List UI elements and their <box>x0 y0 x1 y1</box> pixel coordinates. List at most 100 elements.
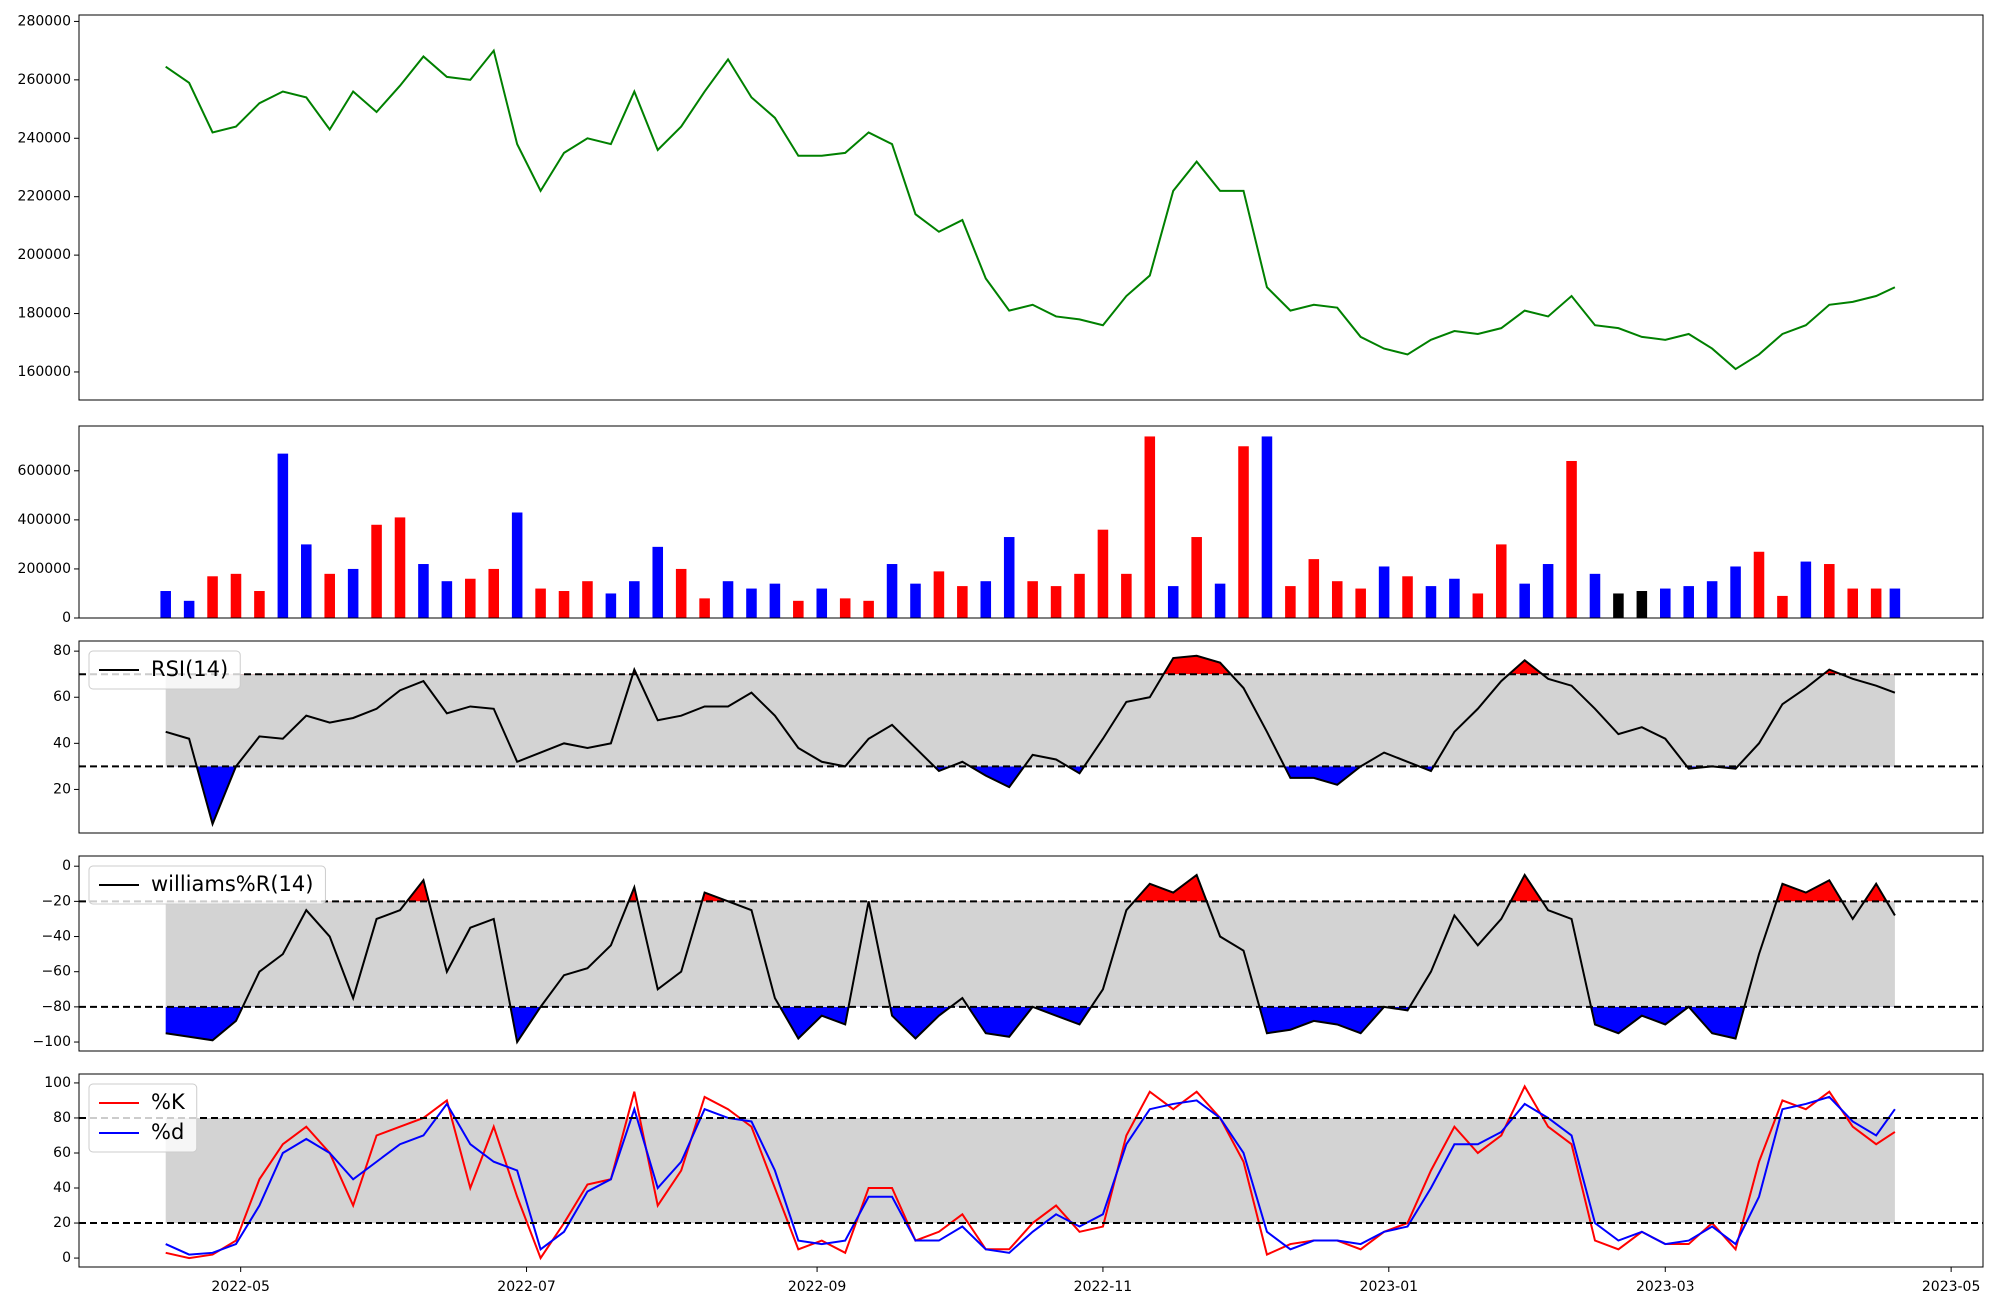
bar <box>1589 573 1601 618</box>
bar <box>1777 595 1788 618</box>
bar <box>722 581 734 618</box>
bar <box>1097 529 1109 618</box>
bar <box>535 588 546 618</box>
bar <box>465 578 476 618</box>
threshold-band <box>165 1117 1895 1224</box>
bar <box>558 591 570 618</box>
y-tick-label: 0 <box>62 858 71 874</box>
bar <box>1121 573 1132 618</box>
bar <box>793 600 804 618</box>
bar <box>1495 544 1507 618</box>
bar <box>371 524 382 618</box>
panel-frame <box>78 640 1984 834</box>
bar <box>746 588 757 618</box>
bar <box>839 598 851 618</box>
panel: −100 −80 −60 −40 −20 0 williams%R(14) <box>33 855 1984 1052</box>
bar <box>699 598 710 618</box>
bar <box>183 600 195 618</box>
y-tick-label: −20 <box>41 893 71 909</box>
bar <box>1542 564 1554 618</box>
bar <box>980 581 992 618</box>
bar <box>511 512 523 618</box>
panel: 0 200000 400000 600000 <box>18 425 1984 626</box>
bar <box>1402 576 1413 618</box>
bar <box>1261 436 1273 618</box>
bar <box>441 581 453 618</box>
bar <box>652 546 664 618</box>
bar <box>1214 583 1226 618</box>
y-tick-label: 40 <box>53 1180 71 1196</box>
x-tick-label: 2023-03 <box>1636 1279 1695 1295</box>
y-tick-label: 60 <box>53 1145 71 1161</box>
y-tick-label: 0 <box>62 1250 71 1266</box>
bar <box>1566 460 1577 618</box>
bar <box>1285 586 1296 618</box>
bar <box>394 517 406 618</box>
legend-label: williams%R(14) <box>151 872 313 896</box>
series-line <box>165 48 1896 371</box>
y-tick-label: −60 <box>41 964 71 980</box>
legend-box <box>88 865 326 905</box>
bar <box>1331 581 1343 618</box>
bar <box>207 576 218 618</box>
bar <box>675 568 687 618</box>
panel-frame <box>78 1073 1984 1268</box>
bar <box>1378 566 1390 618</box>
bar <box>910 583 921 618</box>
bar <box>957 586 968 618</box>
bar <box>1449 578 1460 618</box>
y-tick-label: −40 <box>41 929 71 945</box>
panel: 160000 180000 200000 220000 240000 260000 2800… <box>18 13 1984 401</box>
bar <box>1003 537 1015 618</box>
legend-label: RSI(14) <box>151 657 228 681</box>
series-line <box>165 1084 1896 1261</box>
x-tick-label: 2023-05 <box>1922 1279 1981 1295</box>
bar <box>1636 591 1648 618</box>
series-line <box>165 873 1896 1045</box>
bar <box>347 568 359 618</box>
bar <box>582 581 593 618</box>
y-tick-label: 600000 <box>18 463 71 479</box>
y-tick-label: 80 <box>53 1110 71 1126</box>
bar <box>1074 573 1085 618</box>
y-tick-label: 180000 <box>18 306 71 322</box>
legend-label: %d <box>151 1120 184 1144</box>
threshold-band <box>165 901 1895 1007</box>
y-tick-label: 280000 <box>18 13 71 29</box>
x-tick-label: 2022-09 <box>788 1279 847 1295</box>
bar <box>1050 586 1062 618</box>
legend-box <box>88 650 241 690</box>
y-tick-label: −100 <box>33 1034 71 1050</box>
y-tick-label: 240000 <box>18 130 71 146</box>
bar <box>1753 551 1765 618</box>
bar <box>1889 588 1901 618</box>
bar <box>1660 588 1671 618</box>
bar <box>886 564 898 618</box>
panel-frame <box>78 425 1984 619</box>
y-tick-label: 260000 <box>18 72 71 88</box>
bar <box>1191 537 1202 618</box>
bar <box>1167 586 1179 618</box>
bar <box>1027 581 1038 618</box>
bar <box>769 583 781 618</box>
y-tick-label: 160000 <box>18 364 71 380</box>
series-line <box>165 654 1896 828</box>
bar <box>933 571 945 618</box>
bar <box>816 588 828 618</box>
legend-box <box>88 1083 198 1153</box>
threshold-fill-below <box>165 1006 1895 1043</box>
y-tick-label: 200000 <box>18 247 71 263</box>
bar <box>1613 593 1624 618</box>
x-tick-label: 2022-07 <box>497 1279 556 1295</box>
panel-frame <box>78 855 1984 1052</box>
bar <box>1824 564 1835 618</box>
x-tick-label: 2022-11 <box>1074 1279 1133 1295</box>
y-tick-label: 400000 <box>18 512 71 528</box>
bar <box>1730 566 1741 618</box>
bar <box>1238 446 1249 618</box>
x-tick-label: 2022-05 <box>211 1279 270 1295</box>
bar <box>1472 593 1484 618</box>
bar <box>863 600 874 618</box>
bar <box>1870 588 1882 618</box>
